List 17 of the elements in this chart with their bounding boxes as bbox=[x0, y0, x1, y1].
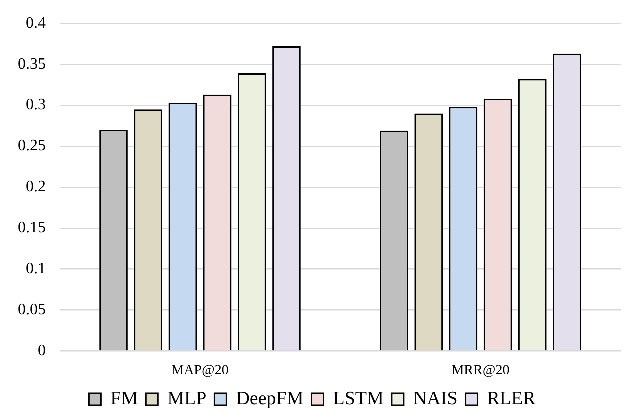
x-tick-label: MAP@20 bbox=[172, 363, 229, 378]
y-tick-label: 0.4 bbox=[26, 14, 46, 32]
y-tick-label: 0.25 bbox=[18, 138, 46, 155]
legend-label: FM bbox=[110, 388, 138, 410]
legend-label: RLER bbox=[487, 388, 536, 410]
legend-label: NAIS bbox=[413, 388, 458, 410]
y-tick-label: 0.2 bbox=[26, 178, 46, 196]
y-tick-label: 0.1 bbox=[26, 260, 46, 278]
legend-label: LSTM bbox=[333, 388, 384, 410]
y-tick-label: 0.05 bbox=[18, 301, 46, 318]
x-tick-label: MRR@20 bbox=[452, 363, 510, 378]
y-tick-label: 0.3 bbox=[26, 96, 46, 114]
y-tick-label: 0.35 bbox=[18, 56, 46, 73]
y-tick-label: 0.15 bbox=[18, 220, 46, 237]
legend-label: MLP bbox=[168, 388, 207, 410]
legend-label: DeepFM bbox=[236, 388, 304, 410]
y-tick-label: 0 bbox=[38, 342, 46, 360]
